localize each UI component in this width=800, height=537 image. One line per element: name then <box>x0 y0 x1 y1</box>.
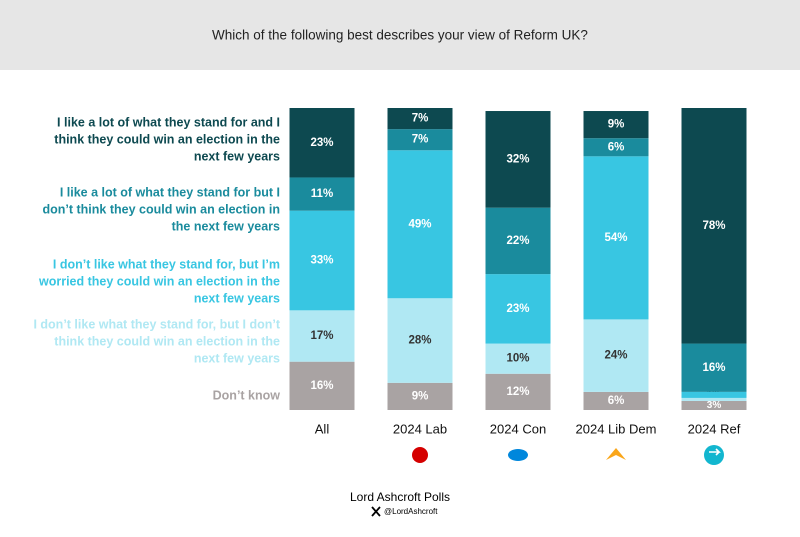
value-label: 33% <box>310 255 333 267</box>
bar-segment <box>289 310 355 362</box>
bar-segment <box>387 129 453 151</box>
value-label: 7% <box>412 113 429 125</box>
bar-segment <box>583 391 649 410</box>
bar-segment <box>485 373 551 410</box>
value-label: 6% <box>608 141 625 153</box>
value-label: 11% <box>311 188 333 200</box>
value-label: 23% <box>310 137 333 149</box>
con-icon <box>508 449 528 461</box>
bar-segment <box>289 177 355 211</box>
value-label: 9% <box>412 390 429 402</box>
chart-title: Which of the following best describes yo… <box>212 28 588 43</box>
value-label: 16% <box>702 362 725 374</box>
bar-segment <box>387 298 453 383</box>
libdem-icon <box>606 448 626 460</box>
header-band <box>0 0 800 70</box>
bar-segment <box>387 382 453 410</box>
x-tick-label: 2024 Con <box>490 421 546 436</box>
bar-segment <box>681 108 747 344</box>
legend-label: Don’t know <box>212 388 280 403</box>
value-label: 16% <box>310 380 333 392</box>
bar-segment <box>583 319 649 392</box>
value-label: 17% <box>310 330 333 342</box>
bar-segment <box>681 400 747 410</box>
bar-segment <box>387 150 453 299</box>
value-label: 78% <box>702 220 725 232</box>
bar-segment <box>485 343 551 374</box>
x-tick-label: All <box>315 421 330 436</box>
bar-segment <box>681 397 747 401</box>
bar-segment <box>485 207 551 275</box>
bar-segment <box>289 108 355 178</box>
ref-icon-arrow <box>709 448 721 456</box>
footer-source: Lord Ashcroft Polls <box>350 490 450 504</box>
bar-segment <box>583 156 649 320</box>
value-label: 12% <box>506 386 529 398</box>
bar-segment <box>485 111 551 208</box>
bar-segment <box>681 343 747 392</box>
footer-handle: @LordAshcroft <box>384 507 438 516</box>
legend-label: I like a lot of what they stand for and … <box>54 115 280 164</box>
bar-segment <box>681 391 747 398</box>
value-label: 54% <box>604 232 627 244</box>
value-label: 22% <box>506 235 529 247</box>
bar-segment <box>583 138 649 157</box>
bar-segment <box>289 361 355 410</box>
legend-label: I don’t like what they stand for, but I … <box>33 317 280 366</box>
lab-icon <box>412 447 428 463</box>
bar-segment <box>289 210 355 311</box>
legend-label: I don’t like what they stand for, but I’… <box>38 257 280 306</box>
value-label: 23% <box>506 303 529 315</box>
value-label: 32% <box>506 153 529 165</box>
bar-segment <box>387 108 453 130</box>
x-tick-label: 2024 Lib Dem <box>576 421 657 436</box>
ref-icon <box>704 445 724 465</box>
value-label: 6% <box>608 395 625 407</box>
value-label: 9% <box>608 119 625 131</box>
legend-label: I like a lot of what they stand for but … <box>42 185 280 234</box>
x-logo <box>371 506 381 517</box>
value-label: 49% <box>408 218 431 230</box>
x-tick-label: 2024 Ref <box>688 421 741 436</box>
value-label: 24% <box>604 350 627 362</box>
value-label: 7% <box>412 134 429 146</box>
value-label: 3% <box>707 400 722 411</box>
party-icons <box>412 445 724 465</box>
value-label: 10% <box>506 353 529 365</box>
bar-segment <box>583 111 649 139</box>
value-label: 28% <box>408 335 431 347</box>
bar-segment <box>485 274 551 344</box>
x-tick-label: 2024 Lab <box>393 421 447 436</box>
